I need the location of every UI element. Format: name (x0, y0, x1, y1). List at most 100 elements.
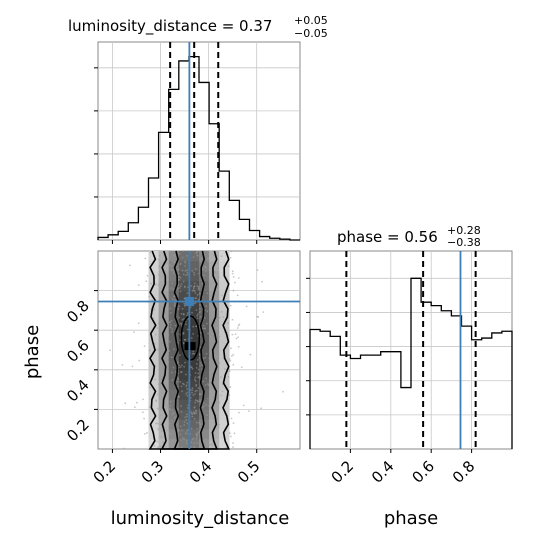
density-cell (219, 280, 230, 291)
scatter-point (177, 378, 180, 381)
scatter-point (183, 420, 186, 423)
density-cell (199, 330, 210, 341)
scatter-point (109, 349, 112, 352)
scatter-point (143, 432, 146, 435)
scatter-point (182, 382, 184, 385)
density-cell (158, 270, 169, 281)
density-cell (168, 369, 180, 380)
density-cell (158, 280, 169, 291)
scatter-point (177, 272, 180, 275)
scatter-point (168, 340, 171, 343)
scatter-point (148, 295, 151, 298)
scatter-point (180, 323, 183, 325)
scatter-point (156, 440, 159, 443)
scatter-point (230, 417, 233, 420)
scatter-point (158, 378, 161, 381)
density-cell (188, 439, 200, 450)
scatter-point (173, 412, 175, 414)
scatter-point (180, 385, 183, 388)
density-cell (199, 439, 210, 450)
scatter-point (166, 330, 169, 333)
scatter-point (218, 316, 221, 319)
density-cell (148, 290, 159, 301)
scatter-point (181, 307, 184, 310)
density-cell (178, 270, 190, 281)
scatter-point (186, 422, 189, 425)
scatter-point (208, 280, 211, 283)
scatter-point (186, 429, 189, 432)
scatter-point (176, 385, 179, 388)
scatter-point (177, 268, 180, 271)
scatter-point (168, 264, 171, 266)
scatter-point (218, 423, 221, 426)
scatter-point (181, 256, 184, 259)
scatter-point (213, 254, 216, 257)
scatter-point (209, 283, 212, 286)
scatter-point (234, 333, 237, 336)
scatter-point (216, 409, 218, 412)
scatter-point (199, 423, 202, 426)
density-cell (188, 389, 200, 400)
scatter-point (174, 324, 177, 327)
scatter-point (171, 331, 174, 333)
y-tick-label: 0.6 (63, 336, 93, 366)
scatter-point (166, 363, 169, 365)
scatter-point (192, 333, 195, 335)
scatter-point (185, 373, 187, 376)
scatter-point (186, 381, 189, 384)
density-cell (178, 409, 190, 420)
density-cell (178, 389, 190, 400)
scatter-point (178, 278, 180, 281)
scatter-point (159, 349, 162, 352)
density-cell (199, 290, 210, 301)
scatter-point (215, 326, 218, 329)
scatter-point (196, 399, 199, 402)
scatter-point (204, 309, 206, 312)
phase-x-tick-label: 0.2 (328, 457, 358, 487)
scatter-point (166, 405, 169, 408)
scatter-point (171, 298, 174, 301)
density-cell (199, 409, 210, 420)
scatter-point (152, 309, 155, 312)
scatter-point (174, 261, 177, 264)
density-cell (219, 439, 230, 450)
scatter-point (168, 407, 171, 410)
scatter-point (179, 263, 182, 266)
scatter-point (186, 254, 188, 257)
scatter-point (157, 428, 160, 431)
scatter-point (196, 389, 198, 392)
scatter-point (193, 285, 196, 287)
scatter-point (227, 322, 229, 325)
scatter-point (206, 292, 209, 295)
scatter-point (171, 408, 174, 411)
scatter-point (204, 403, 207, 406)
scatter-point (209, 279, 212, 282)
scatter-point (177, 307, 180, 310)
density-cell (219, 251, 230, 262)
scatter-point (208, 419, 210, 422)
scatter-point (156, 348, 159, 351)
scatter-point (185, 274, 187, 277)
scatter-point (157, 393, 159, 396)
scatter-point (194, 380, 197, 382)
scatter-point (185, 442, 188, 445)
scatter-point (199, 398, 201, 401)
scatter-point (216, 388, 219, 390)
scatter-point (227, 375, 230, 378)
scatter-point (213, 270, 216, 273)
scatter-point (160, 371, 163, 374)
scatter-point (146, 274, 149, 277)
scatter-point (169, 432, 172, 435)
x-tick-label: 0.5 (234, 457, 264, 487)
scatter-point (161, 307, 163, 310)
phase-title-lower-error: −0.38 (447, 236, 481, 249)
density-cell (188, 270, 200, 281)
scatter-point (161, 275, 163, 278)
scatter-point (196, 427, 199, 430)
scatter-point (186, 328, 189, 331)
scatter-point (167, 349, 170, 351)
scatter-point (220, 394, 223, 397)
scatter-point (210, 261, 212, 264)
scatter-point (182, 332, 185, 335)
scatter-point (199, 315, 202, 318)
